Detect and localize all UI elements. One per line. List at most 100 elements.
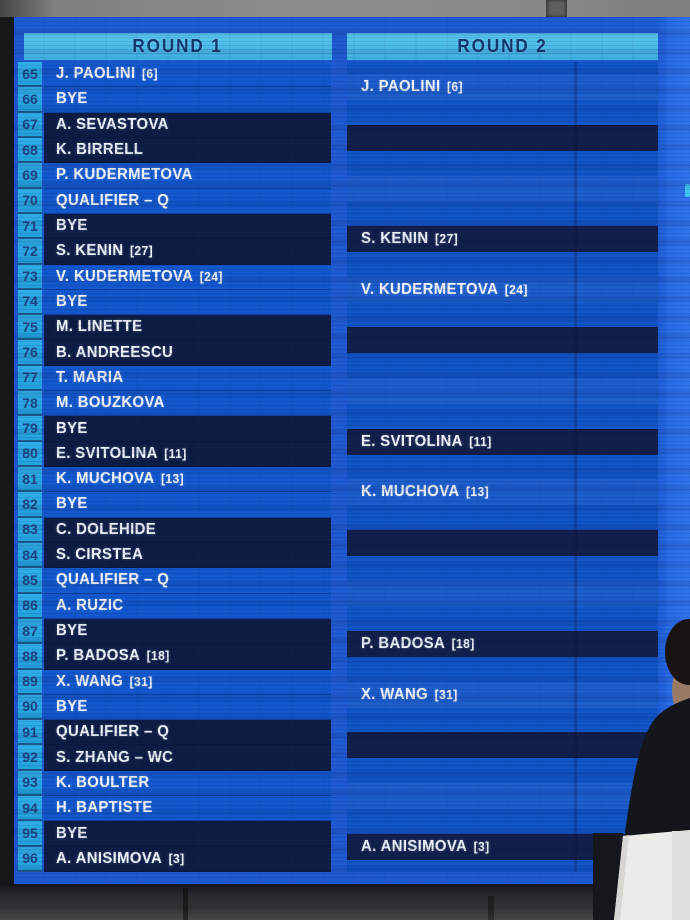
round2-slot: S. KENIN [27]: [347, 214, 658, 265]
player-cell: M. LINETTE: [44, 315, 331, 341]
player-cell: H. BAPTISTE: [44, 796, 331, 822]
player-name: C. DOLEHIDE: [56, 520, 157, 538]
table-row: 93 K. BOULTER: [18, 770, 331, 797]
player-name: K. BOULTER: [56, 773, 150, 791]
player-seed: [18]: [451, 636, 475, 652]
player-entry: QUALIFIER – Q: [56, 571, 169, 589]
player-cell: P. BADOSA [18]: [44, 644, 331, 670]
round2-slot: [347, 113, 658, 164]
player-name: P. KUDERMETOVA: [56, 166, 193, 184]
player-entry: K. MUCHOVA [13]: [361, 483, 489, 501]
round2-slot-bar: [347, 124, 658, 151]
player-seed: [31]: [434, 686, 458, 702]
row-number: 71: [18, 213, 42, 240]
row-number: 72: [18, 239, 42, 265]
player-name: BYE: [56, 292, 88, 310]
row-number: 82: [18, 492, 42, 518]
player-entry: QUALIFIER – Q: [56, 192, 169, 210]
table-row: 84 S. CIRSTEA: [18, 542, 331, 569]
player-cell: BYE: [44, 213, 331, 240]
round2-slot: V. KUDERMETOVA [24]: [347, 265, 658, 316]
player-entry: A. RUZIC: [56, 597, 123, 615]
player-name: V. KUDERMETOVA: [361, 280, 499, 298]
row-number: 89: [18, 669, 42, 695]
floor-seam: [488, 896, 494, 920]
player-entry: BYE: [56, 495, 88, 513]
player-name: A. RUZIC: [56, 596, 124, 614]
table-row: 82 BYE: [18, 492, 331, 518]
led-artifact: [685, 184, 690, 197]
player-name: K. BIRRELL: [56, 141, 144, 159]
round2-slot: X. WANG [31]: [347, 670, 658, 721]
player-seed: [3]: [473, 838, 490, 854]
player-cell: C. DOLEHIDE: [44, 517, 331, 543]
round2-slot-bar: [347, 732, 658, 759]
player-cell: K. MUCHOVA [13]: [44, 467, 331, 493]
player-cell: M. BOUZKOVA: [44, 391, 331, 417]
person-hair: [665, 619, 690, 685]
row-number: 83: [18, 517, 42, 543]
player-entry: C. DOLEHIDE: [56, 521, 156, 539]
player-name: K. MUCHOVA: [56, 470, 155, 488]
player-entry: BYE: [56, 825, 88, 843]
round2-slot: [347, 315, 658, 366]
player-seed: [24]: [199, 268, 223, 284]
row-number: 90: [18, 694, 42, 721]
row-number: 81: [18, 467, 42, 493]
player-name: J. PAOLINI: [361, 78, 441, 96]
player-name: B. ANDREESCU: [56, 343, 174, 361]
table-row: 86 A. RUZIC: [18, 593, 331, 619]
row-number: 70: [18, 188, 42, 214]
player-seed: [6]: [142, 66, 158, 82]
table-row: 81 K. MUCHOVA [13]: [18, 467, 331, 493]
podium-edge-shadow: [614, 835, 629, 920]
table-row: 85 QUALIFIER – Q: [18, 568, 331, 594]
row-number: 91: [18, 720, 42, 746]
player-seed: [11]: [164, 445, 187, 461]
player-seed: [13]: [161, 471, 185, 487]
player-name: P. BADOSA: [56, 647, 141, 665]
player-entry: BYE: [56, 90, 88, 108]
round2-slot: E. SVITOLINA [11]: [347, 416, 658, 467]
table-row: 94 H. BAPTISTE: [18, 796, 331, 822]
table-row: 67 A. SEVASTOVA: [18, 112, 331, 138]
round2-slot: J. PAOLINI [6]: [347, 62, 658, 113]
player-cell: BYE: [44, 821, 331, 847]
player-entry: BYE: [56, 420, 88, 438]
player-cell: S. CIRSTEA: [44, 542, 331, 569]
player-cell: S. ZHANG – WC: [44, 745, 331, 771]
table-row: 87 BYE: [18, 618, 331, 645]
row-number: 96: [18, 846, 42, 872]
player-entry: S. ZHANG – WC: [56, 749, 173, 767]
player-name: BYE: [56, 495, 88, 513]
table-row: 74 BYE: [18, 289, 331, 316]
player-cell: BYE: [44, 289, 331, 316]
row-number: 84: [18, 542, 42, 569]
player-entry: B. ANDREESCU: [56, 344, 173, 362]
player-name: BYE: [56, 419, 88, 437]
player-cell: S. KENIN [27]: [44, 239, 331, 265]
round2-slot-bar: [347, 580, 658, 607]
player-name: S. KENIN: [361, 230, 429, 248]
player-seed: [18]: [146, 648, 170, 664]
board-bottom-bezel: [0, 884, 690, 920]
round2-slot-bar: V. KUDERMETOVA [24]: [347, 276, 658, 303]
player-cell: BYE: [44, 492, 331, 518]
player-name: T. MARIA: [56, 368, 124, 386]
player-name: BYE: [56, 622, 88, 640]
player-seed: [24]: [504, 281, 528, 297]
player-cell: BYE: [44, 694, 331, 721]
player-name: E. SVITOLINA: [361, 432, 463, 450]
player-entry: J. PAOLINI [6]: [361, 78, 463, 96]
person-silhouette: [593, 619, 690, 920]
table-row: 70 QUALIFIER – Q: [18, 188, 331, 214]
player-name: J. PAOLINI: [56, 65, 136, 83]
player-name: BYE: [56, 217, 88, 235]
row-number: 68: [18, 137, 42, 164]
row-number: 74: [18, 289, 42, 316]
player-entry: X. WANG [31]: [56, 673, 153, 691]
row-number: 87: [18, 618, 42, 645]
round2-slot-bar: P. BADOSA [18]: [347, 631, 658, 658]
table-row: 80 E. SVITOLINA [11]: [18, 441, 331, 467]
